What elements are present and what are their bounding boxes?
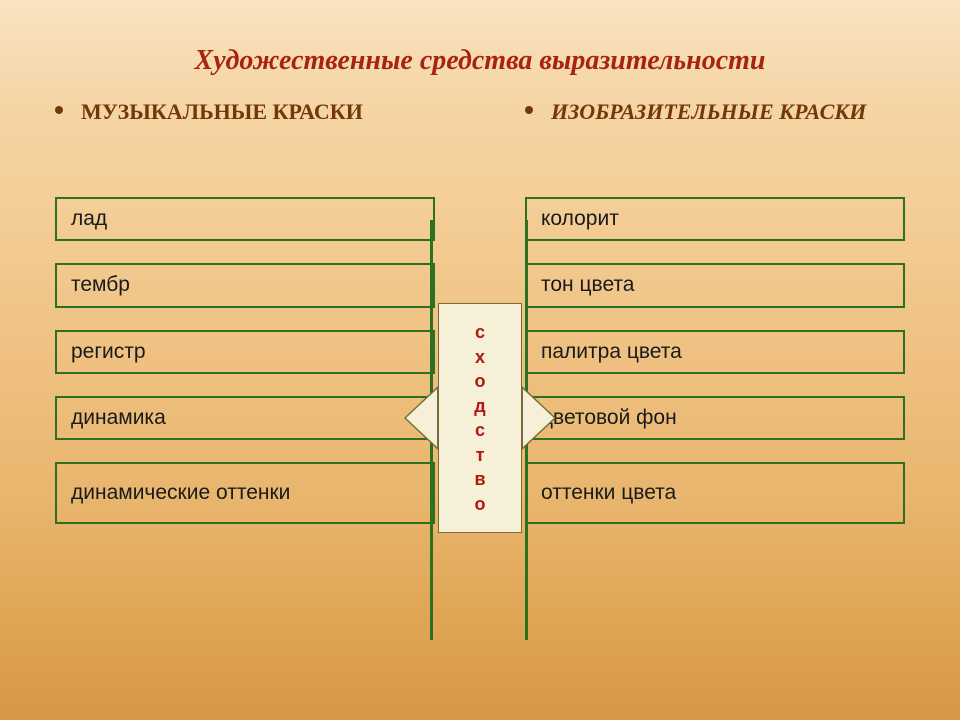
- left-item: лад: [55, 197, 435, 241]
- center-letter: х: [475, 346, 485, 369]
- right-item: палитра цвета: [525, 330, 905, 374]
- right-item: цветовой фон: [525, 396, 905, 440]
- center-letter: т: [476, 444, 485, 467]
- arrow-left-icon: [404, 386, 438, 450]
- center-letter: о: [475, 370, 486, 393]
- center-letter: с: [475, 321, 485, 344]
- center-connector: с х о д с т в о: [404, 303, 556, 533]
- center-letter: в: [474, 468, 485, 491]
- center-letter: о: [475, 493, 486, 516]
- right-column-header: ИЗОБРАЗИТЕЛЬНЫЕ КРАСКИ: [525, 97, 905, 167]
- left-item: тембр: [55, 263, 435, 307]
- right-header-text: ИЗОБРАЗИТЕЛЬНЫЕ КРАСКИ: [551, 97, 866, 128]
- bullet-icon: [55, 106, 63, 114]
- center-label-box: с х о д с т в о: [438, 303, 522, 533]
- right-item: колорит: [525, 197, 905, 241]
- arrow-right-icon: [522, 386, 556, 450]
- center-letter: с: [475, 419, 485, 442]
- left-column-header: МУЗЫКАЛЬНЫЕ КРАСКИ: [55, 97, 435, 167]
- bullet-icon: [525, 106, 533, 114]
- right-item: тон цвета: [525, 263, 905, 307]
- left-header-text: МУЗЫКАЛЬНЫЕ КРАСКИ: [81, 97, 363, 128]
- page-title: Художественные средства выразительности: [0, 0, 960, 97]
- left-item: динамические оттенки: [55, 462, 435, 524]
- right-item: оттенки цвета: [525, 462, 905, 524]
- left-item: динамика: [55, 396, 435, 440]
- center-letter: д: [474, 395, 485, 418]
- left-item: регистр: [55, 330, 435, 374]
